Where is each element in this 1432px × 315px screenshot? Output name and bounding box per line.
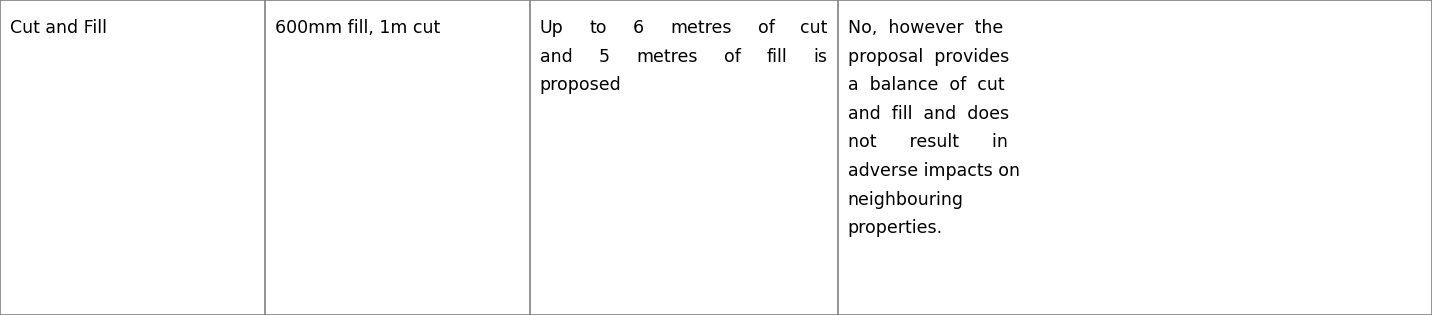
Text: not      result      in: not result in xyxy=(848,134,1008,152)
Text: Cut and Fill: Cut and Fill xyxy=(10,19,107,37)
Text: of: of xyxy=(723,48,740,66)
Text: 6: 6 xyxy=(633,19,644,37)
Text: properties.: properties. xyxy=(848,220,942,238)
Text: No,  however  the: No, however the xyxy=(848,19,1002,37)
Text: adverse impacts on: adverse impacts on xyxy=(848,162,1020,180)
Text: and  fill  and  does: and fill and does xyxy=(848,105,1010,123)
Text: cut: cut xyxy=(800,19,828,37)
Text: of: of xyxy=(758,19,775,37)
Text: Up: Up xyxy=(540,19,564,37)
Text: a  balance  of  cut: a balance of cut xyxy=(848,76,1004,94)
Text: metres: metres xyxy=(636,48,697,66)
Text: 600mm fill, 1m cut: 600mm fill, 1m cut xyxy=(275,19,440,37)
Text: metres: metres xyxy=(670,19,732,37)
Text: and: and xyxy=(540,48,573,66)
Text: 5: 5 xyxy=(599,48,610,66)
Text: neighbouring: neighbouring xyxy=(848,191,964,209)
Text: fill: fill xyxy=(766,48,788,66)
Text: proposal  provides: proposal provides xyxy=(848,48,1010,66)
Text: proposed: proposed xyxy=(540,76,621,94)
Text: to: to xyxy=(590,19,607,37)
Text: is: is xyxy=(813,48,828,66)
